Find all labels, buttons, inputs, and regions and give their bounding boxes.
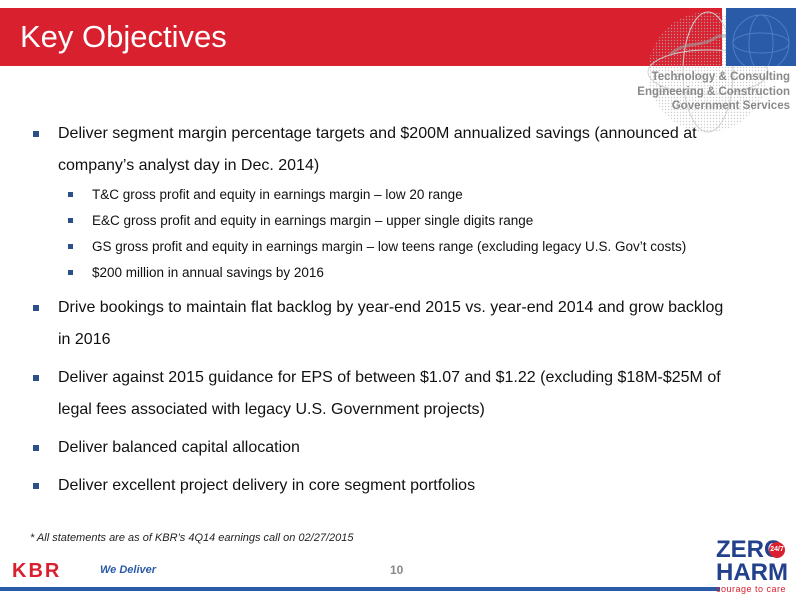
objective-text: Deliver balanced capital allocation xyxy=(58,439,300,456)
objective-item: Deliver segment margin percentage target… xyxy=(30,118,770,182)
zero-harm-badge: 24/7 xyxy=(769,542,785,558)
tagline-gs: Government Services xyxy=(671,100,790,112)
bullet-square-icon xyxy=(68,192,73,197)
objective-text: legal fees associated with legacy U.S. G… xyxy=(58,401,485,418)
bullet-square-icon xyxy=(33,131,39,137)
page-number: 10 xyxy=(390,563,404,577)
objective-text: company’s analyst day in Dec. 2014) xyxy=(58,157,320,174)
objective-text: in 2016 xyxy=(58,331,111,348)
footnote: * All statements are as of KBR’s 4Q14 ea… xyxy=(30,532,354,544)
objective-item: Drive bookings to maintain flat backlog … xyxy=(30,292,770,356)
business-taglines: Technology & Consulting Engineering & Co… xyxy=(637,70,790,114)
bullet-square-icon xyxy=(68,270,73,275)
bullet-square-icon xyxy=(33,375,39,381)
sub-objective-item: T&C gross profit and equity in earnings … xyxy=(30,182,770,208)
kbr-logo-icon: KBR xyxy=(12,560,61,580)
bullet-square-icon xyxy=(33,445,39,451)
tagline-tc: Technology & Consulting xyxy=(651,71,790,83)
zero-harm-logo: ZERO HARM courage to care 24/7 xyxy=(716,538,796,596)
sub-objective-text: E&C gross profit and equity in earnings … xyxy=(92,213,534,228)
bullet-square-icon xyxy=(68,244,73,249)
sub-objective-text: GS gross profit and equity in earnings m… xyxy=(92,239,687,254)
sub-objective-item: $200 million in annual savings by 2016 xyxy=(30,260,770,286)
zero-harm-tagline: courage to care xyxy=(716,584,787,594)
objectives-list: Deliver segment margin percentage target… xyxy=(30,118,770,502)
sub-objective-text: $200 million in annual savings by 2016 xyxy=(92,265,324,280)
objective-text: Drive bookings to maintain flat backlog … xyxy=(58,299,724,316)
objective-text: Deliver against 2015 guidance for EPS of… xyxy=(58,369,721,386)
bullet-square-icon xyxy=(33,483,39,489)
globe-pattern-icon xyxy=(732,14,790,72)
objective-item: Deliver excellent project delivery in co… xyxy=(30,470,770,502)
tagline-ec: Engineering & Construction xyxy=(637,85,790,98)
slide-title: Key Objectives xyxy=(20,19,227,54)
objective-item: Deliver against 2015 guidance for EPS of… xyxy=(30,362,770,426)
brand-blue-square xyxy=(726,8,796,72)
bullet-square-icon xyxy=(68,218,73,223)
footer-divider xyxy=(0,587,720,591)
svg-text:KBR: KBR xyxy=(12,560,61,580)
sub-objective-item: E&C gross profit and equity in earnings … xyxy=(30,208,770,234)
bullet-square-icon xyxy=(33,305,39,311)
title-bar: Key Objectives xyxy=(0,8,722,66)
sub-objective-item: GS gross profit and equity in earnings m… xyxy=(30,234,770,260)
objective-text: Deliver segment margin percentage target… xyxy=(58,125,697,142)
objective-text: Deliver excellent project delivery in co… xyxy=(58,477,476,494)
objective-item: Deliver balanced capital allocation xyxy=(30,432,770,464)
zero-harm-line2: HARM xyxy=(716,559,788,586)
sub-objective-text: T&C gross profit and equity in earnings … xyxy=(92,187,463,202)
slogan: We Deliver xyxy=(100,564,157,576)
